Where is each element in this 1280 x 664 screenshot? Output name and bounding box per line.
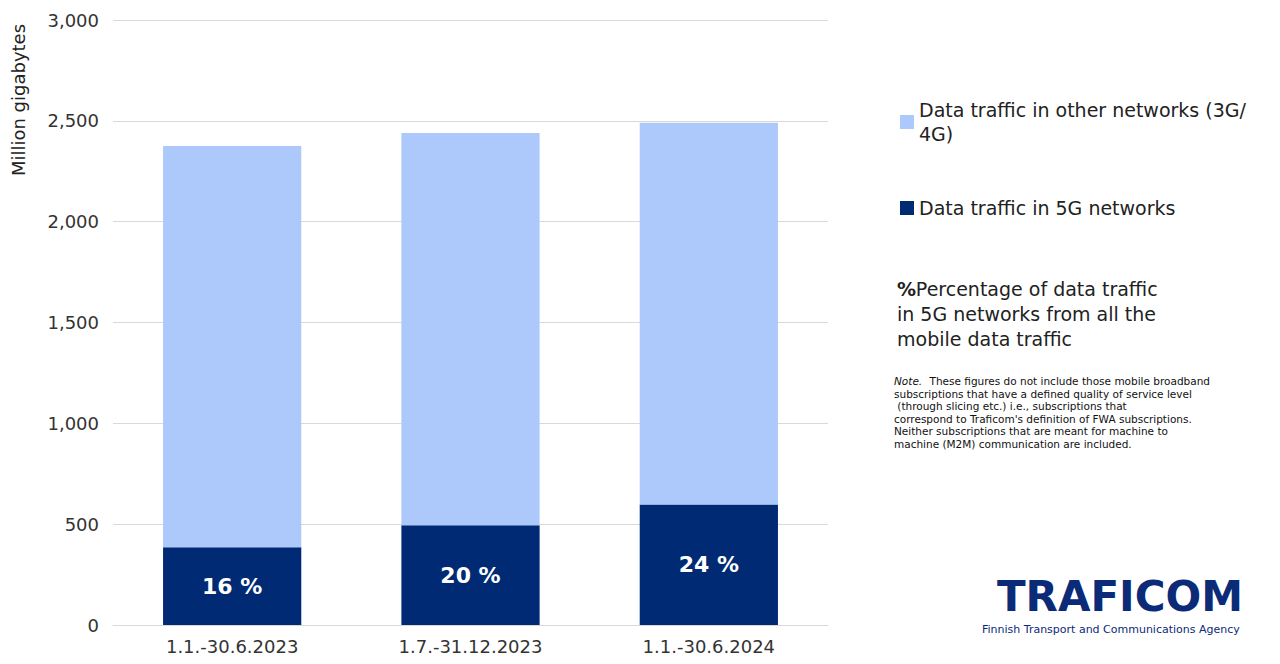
svg-text:1.1.-30.6.2024: 1.1.-30.6.2024 [643, 636, 775, 657]
svg-text:correspond to Traficom's defin: correspond to Traficom's definition of F… [894, 413, 1195, 425]
svg-text:4G): 4G) [919, 123, 953, 145]
svg-text:1.1.-30.6.2023: 1.1.-30.6.2023 [166, 636, 298, 657]
svg-text:mobile data traffic: mobile data traffic [897, 328, 1072, 350]
svg-text:Million gigabytes: Million gigabytes [8, 24, 29, 176]
svg-text:500: 500 [65, 514, 99, 535]
svg-text:2,500: 2,500 [47, 110, 99, 131]
svg-text:subscriptions that have a defi: subscriptions that have a defined qualit… [894, 388, 1192, 400]
svg-text:3,000: 3,000 [47, 10, 99, 31]
svg-text:machine (M2M) communication ar: machine (M2M) communication are included… [894, 438, 1132, 450]
svg-text:Note.: Note. [894, 375, 922, 387]
svg-text:TRAFICOM: TRAFICOM [997, 572, 1243, 621]
svg-text:Data traffic in 5G networks: Data traffic in 5G networks [919, 197, 1175, 219]
svg-text:0: 0 [88, 615, 99, 636]
svg-text:Percentage of data traffic: Percentage of data traffic [910, 278, 1164, 300]
svg-text:Finnish Transport and Communic: Finnish Transport and Communications Age… [982, 623, 1240, 636]
svg-text:16 %: 16 % [202, 574, 262, 599]
svg-text:These figures do not include t: These figures do not include those mobil… [926, 375, 1213, 387]
svg-text:1.7.-31.12.2023: 1.7.-31.12.2023 [399, 636, 543, 657]
svg-text:in 5G networks from all the: in 5G networks from all the [897, 303, 1162, 325]
svg-text:1,000: 1,000 [47, 413, 99, 434]
svg-text:Neither subscriptions that are: Neither subscriptions that are meant for… [894, 425, 1171, 437]
svg-text:20 %: 20 % [440, 563, 500, 588]
svg-text:1,500: 1,500 [47, 312, 99, 333]
svg-text:(through slicing etc.) i.e., s: (through slicing etc.) i.e., subscriptio… [894, 400, 1130, 412]
svg-text:24 %: 24 % [679, 552, 739, 577]
svg-text:2,000: 2,000 [47, 211, 99, 232]
svg-text:Data traffic in other networks: Data traffic in other networks (3G/ [919, 99, 1247, 121]
